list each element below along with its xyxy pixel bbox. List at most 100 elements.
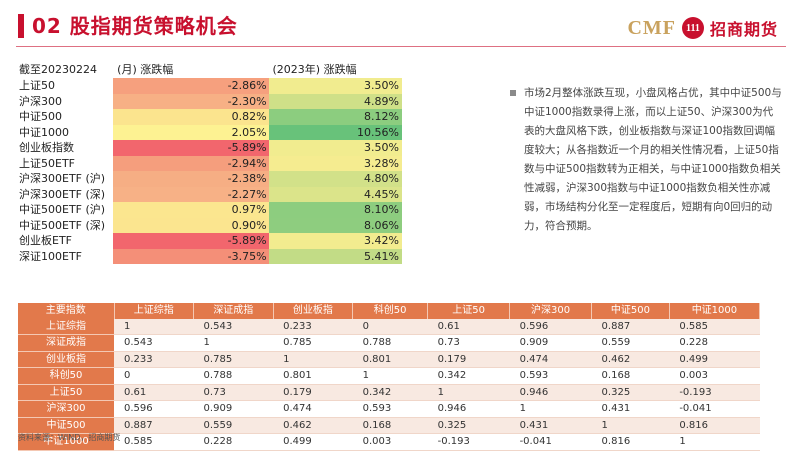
correlation-cell: 0.325: [591, 384, 670, 401]
correlation-cell: 1: [193, 334, 274, 352]
correlation-cell: 1: [591, 417, 670, 434]
year-change-cell: 4.80%: [268, 171, 402, 187]
correlation-cell: 0.325: [427, 417, 510, 434]
month-change-header: (月) 涨跌幅: [117, 63, 174, 76]
correlation-cell: 0.801: [273, 367, 353, 385]
correlation-cell: 0.342: [352, 384, 428, 401]
month-change-cell: 0.90%: [113, 217, 269, 233]
correlation-cell: 0.168: [591, 367, 670, 385]
correlation-cell: 0.003: [352, 433, 428, 451]
correlation-cell: 0.946: [509, 384, 592, 401]
correlation-row: 上证50 0.61 0.73 0.179 0.342 1 0.946 0.325 -0.193: [18, 384, 760, 401]
correlation-cell: 0.816: [591, 433, 670, 451]
correlation-cell: 0.462: [273, 417, 353, 434]
correlation-row: 创业板指 0.233 0.785 1 0.801 0.179 0.474 0.462 0.499: [18, 351, 760, 368]
index-name: 中证500ETF (沪): [19, 203, 106, 216]
correlation-cell: 0.233: [114, 351, 194, 368]
correlation-cell: 0.431: [591, 400, 670, 418]
correlation-cell: 0.946: [427, 400, 510, 418]
month-change-cell: -2.94%: [113, 155, 269, 171]
year-change-cell: 3.50%: [268, 140, 402, 156]
correlation-cell: 0.233: [273, 318, 353, 335]
index-name: 中证500: [19, 110, 62, 123]
correlation-row-header: 深证成指: [18, 334, 114, 352]
correlation-cell: 0.431: [509, 417, 592, 434]
index-name: 沪深300ETF (深): [19, 187, 106, 201]
correlation-cell: 1: [273, 351, 353, 368]
correlation-column-header: 科创50: [352, 303, 429, 319]
performance-row: 中证1000 2.05% 10.56%: [18, 124, 402, 140]
correlation-row: 深证成指 0.543 1 0.785 0.788 0.73 0.909 0.559 0.228: [18, 334, 760, 352]
correlation-row: 中证500 0.887 0.559 0.462 0.168 0.325 0.431 1 0.81…: [18, 417, 760, 434]
correlation-cell: 0.61: [114, 384, 194, 401]
correlation-cell: 0.585: [114, 433, 194, 451]
performance-row: 中证500ETF (深) 0.90% 8.06%: [18, 217, 402, 233]
correlation-cell: 0.909: [193, 400, 274, 418]
correlation-row-header: 创业板指: [18, 351, 114, 368]
year-change-cell: 8.12%: [268, 109, 402, 125]
index-name: 上证50ETF: [19, 156, 75, 170]
logo-badge-icon: 111: [681, 17, 704, 39]
performance-row: 上证50 -2.86% 3.50%: [18, 78, 402, 94]
correlation-cell: 0.887: [114, 417, 194, 434]
month-change-cell: -5.89%: [113, 233, 269, 249]
performance-row: 创业板ETF -5.89% 3.42%: [18, 233, 402, 249]
correlation-cell: 0.73: [193, 384, 274, 401]
commentary-text: 市场2月整体涨跌互现，小盘风格占优，其中中证500与中证1000指数录得上涨，而…: [510, 84, 782, 236]
correlation-cell: 0.543: [193, 318, 274, 335]
correlation-cell: 0.228: [193, 433, 274, 451]
date-label: 截至20230224: [19, 63, 97, 76]
correlation-column-header: 沪深300: [509, 303, 593, 319]
correlation-cell: 0.543: [114, 334, 194, 352]
month-change-cell: -2.86%: [113, 78, 269, 94]
correlation-cell: 0.785: [193, 351, 274, 368]
correlation-cell: 0.788: [352, 334, 428, 352]
correlation-cell: 0.499: [669, 351, 760, 368]
correlation-cell: 1: [669, 433, 760, 451]
correlation-cell: 0.462: [591, 351, 670, 368]
performance-row: 沪深300 -2.30% 4.89%: [18, 93, 402, 109]
correlation-cell: 0.593: [509, 367, 592, 385]
correlation-row: 沪深300 0.596 0.909 0.474 0.593 0.946 1 0.431 -0.0…: [18, 400, 760, 418]
correlation-column-header: 中证500: [591, 303, 670, 319]
year-change-cell: 4.45%: [268, 186, 402, 202]
correlation-cell: 0.596: [114, 400, 194, 418]
performance-row: 创业板指数 -5.89% 3.50%: [18, 140, 402, 156]
correlation-cell: 0.342: [427, 367, 510, 385]
year-change-cell: 3.28%: [268, 155, 402, 171]
correlation-cell: 0.801: [352, 351, 428, 368]
performance-row: 中证500ETF (沪) 0.97% 8.10%: [18, 202, 402, 218]
index-name: 创业板ETF: [19, 234, 72, 247]
commentary-body: 市场2月整体涨跌互现，小盘风格占优，其中中证500与中证1000指数录得上涨，而…: [524, 87, 782, 232]
year-change-cell: 3.50%: [268, 78, 402, 94]
performance-row: 沪深300ETF (沪) -2.38% 4.80%: [18, 171, 402, 187]
correlation-cell: 0.816: [669, 417, 760, 434]
source-note: 资料来源：WIND，招商期货: [18, 433, 121, 442]
performance-row: 中证500 0.82% 8.12%: [18, 109, 402, 125]
performance-row: 深证100ETF -3.75% 5.41%: [18, 248, 402, 264]
month-change-cell: -2.30%: [113, 93, 269, 109]
correlation-column-header: 创业板指: [273, 303, 354, 319]
year-change-cell: 4.89%: [268, 93, 402, 109]
correlation-row-header: 上证50: [18, 384, 114, 401]
correlation-row-header: 沪深300: [18, 400, 114, 418]
correlation-row: 中证1000 0.585 0.228 0.499 0.003 -0.193 -0.041 0.…: [18, 433, 760, 451]
correlation-cell: 1: [427, 384, 510, 401]
logo-cmf-text: CMF: [627, 16, 676, 39]
correlation-cell: 0.179: [427, 351, 510, 368]
performance-row: 上证50ETF -2.94% 3.28%: [18, 155, 402, 171]
correlation-row-header: 科创50: [18, 367, 114, 385]
correlation-column-header: 中证1000: [669, 303, 761, 319]
correlation-cell: -0.041: [669, 400, 760, 418]
month-change-cell: -3.75%: [113, 248, 269, 264]
month-change-cell: 0.82%: [113, 109, 269, 125]
correlation-cell: 0.559: [193, 417, 274, 434]
correlation-cell: 0.228: [669, 334, 760, 352]
correlation-row: 科创50 0 0.788 0.801 1 0.342 0.593 0.168 0.003: [18, 367, 760, 385]
index-name: 中证1000: [19, 125, 69, 139]
correlation-cell: -0.041: [509, 433, 592, 451]
correlation-row-header: 中证1000: [18, 433, 114, 451]
correlation-table: 主要指数 上证综指 深证成指 创业板指 科创50 上证50 沪深300 中证500 中证100…: [18, 303, 761, 451]
correlation-cell: 0.168: [352, 417, 428, 434]
correlation-corner-cell: 主要指数: [18, 303, 115, 319]
